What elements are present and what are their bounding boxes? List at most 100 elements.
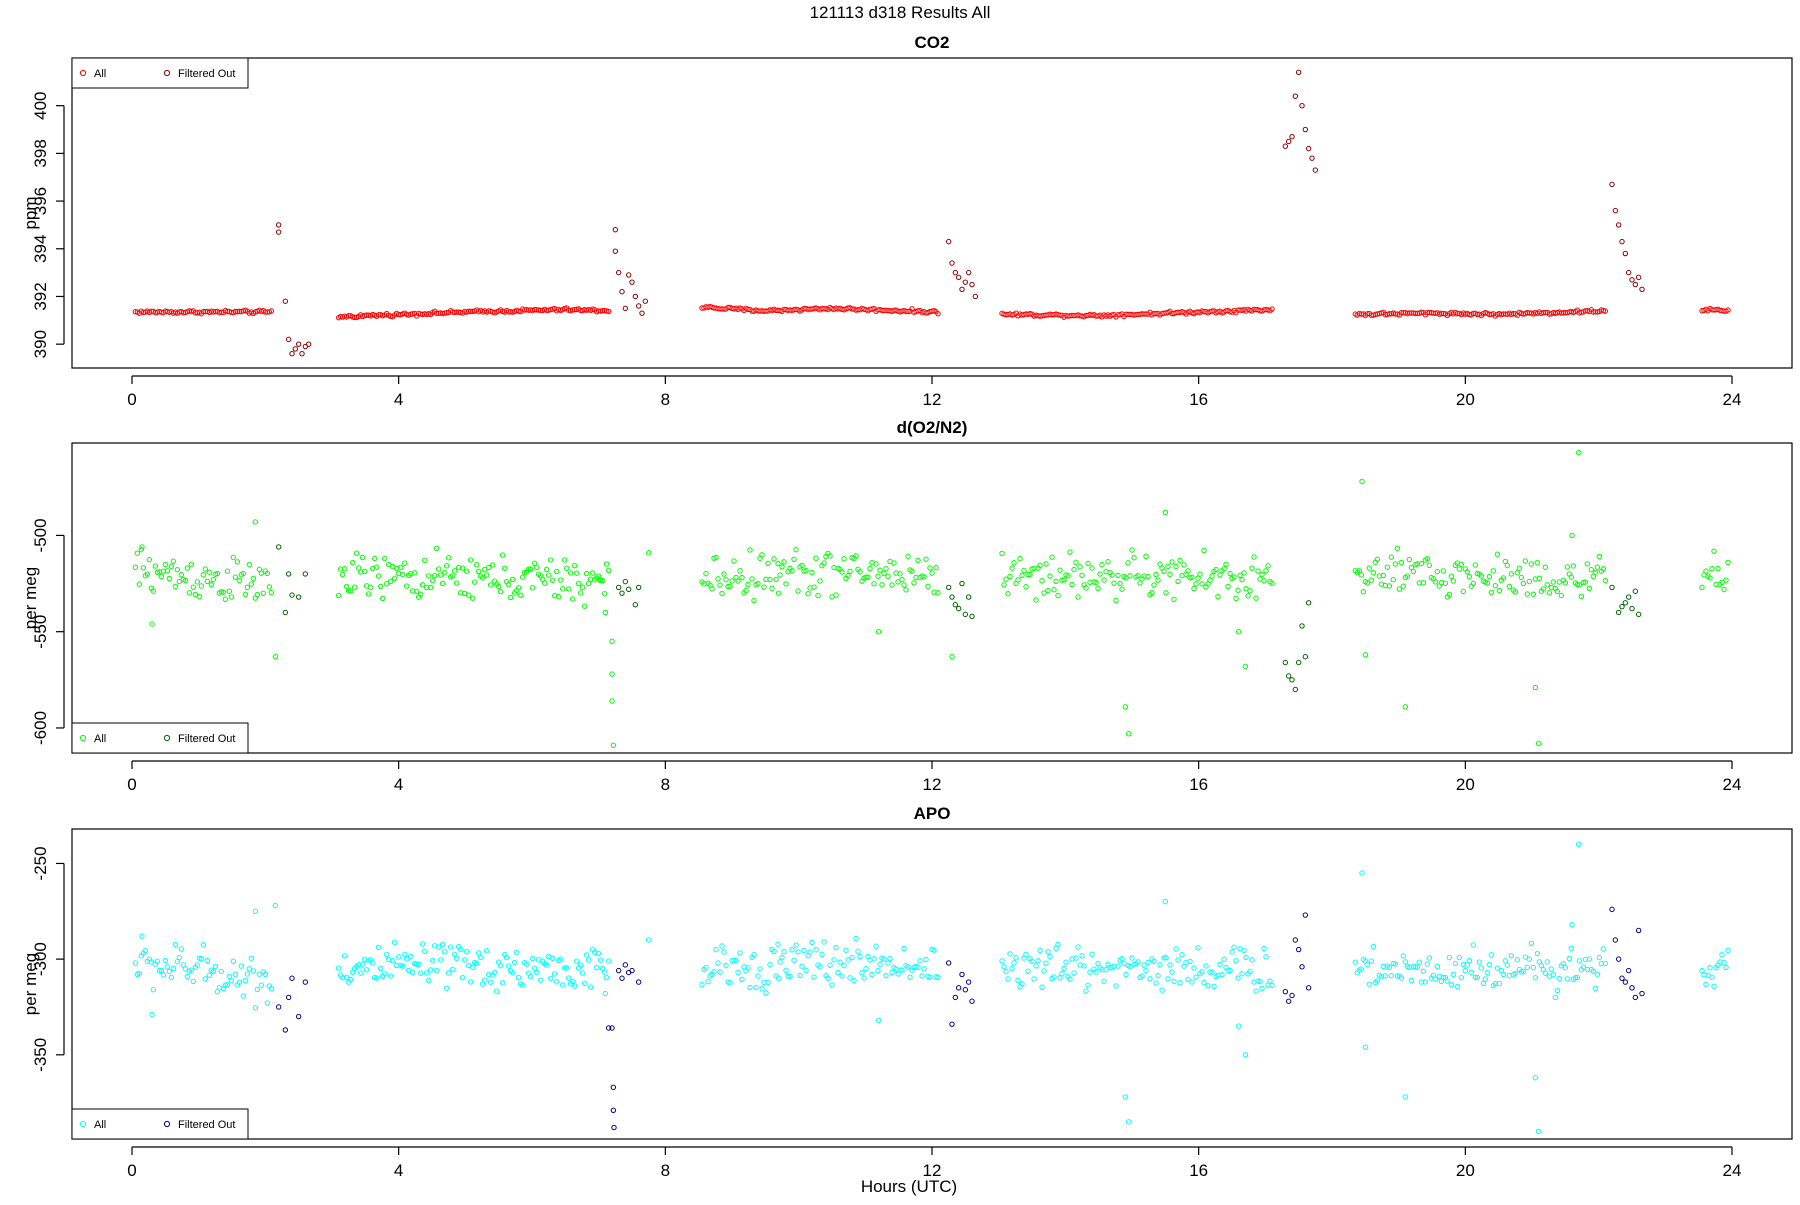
apo-point-all <box>1512 970 1519 977</box>
o2-point-all <box>805 590 811 597</box>
o2-points <box>132 449 1731 748</box>
apo-point-all <box>765 979 771 986</box>
o2-y-axis-label: per meg <box>21 567 40 629</box>
o2-point-all <box>645 550 652 556</box>
apo-point-all <box>601 969 608 975</box>
o2-point-all <box>1105 559 1111 565</box>
co2-x-tick-label: 4 <box>394 390 403 409</box>
o2-point-all <box>1075 594 1081 600</box>
o2-point-filtered <box>282 609 289 616</box>
apo-point-all <box>931 947 937 953</box>
apo-point-all <box>999 958 1005 964</box>
o2-point-all <box>1191 585 1197 592</box>
apo-point-filtered <box>1619 975 1625 981</box>
o2-point-all <box>443 563 450 569</box>
apo-point-all <box>883 972 889 979</box>
apo-point-all <box>801 947 807 953</box>
apo-point-all <box>1145 959 1151 966</box>
o2-point-all <box>264 570 271 577</box>
apo-point-all <box>785 973 791 979</box>
apo-point-all <box>156 967 163 974</box>
apo-point-all <box>218 968 225 975</box>
apo-point-all <box>1709 974 1715 980</box>
apo-point-all <box>493 988 500 994</box>
co2-point-filtered <box>1625 269 1632 276</box>
o2-point-all <box>1227 570 1233 577</box>
apo-point-all <box>561 965 568 971</box>
apo-point-all <box>1548 966 1555 972</box>
o2-point-all <box>1025 571 1031 578</box>
o2-point-all <box>1201 547 1207 554</box>
apo-point-filtered <box>619 975 625 981</box>
o2-point-all <box>1514 570 1521 576</box>
apo-point-all <box>1569 921 1575 928</box>
apo-point-all <box>1207 969 1213 975</box>
o2-point-all <box>254 591 261 598</box>
o2-point-all <box>377 583 384 590</box>
o2-point-all <box>1071 566 1077 573</box>
apo-point-filtered <box>965 979 972 985</box>
o2-point-all <box>529 585 536 591</box>
o2-point-all <box>1508 571 1515 577</box>
o2-y-tick-label: -500 <box>31 518 50 552</box>
o2-point-all <box>1711 548 1717 554</box>
o2-point-all <box>184 565 191 571</box>
apo-point-all <box>158 967 165 974</box>
apo-point-all <box>1211 983 1217 990</box>
o2-point-all <box>134 550 141 556</box>
apo-point-all <box>1426 955 1433 961</box>
o2-point-all <box>463 568 470 574</box>
o2-point-all <box>610 742 617 748</box>
apo-point-filtered <box>289 975 295 981</box>
figure-title: 121113 d318 Results All <box>810 3 991 22</box>
apo-point-all <box>437 957 444 963</box>
o2-point-all <box>1406 556 1413 563</box>
co2-point-filtered <box>1285 138 1292 145</box>
o2-point-all <box>833 592 839 598</box>
apo-point-all <box>182 966 189 972</box>
apo-point-all <box>1001 964 1007 970</box>
apo-point-all <box>149 1011 155 1018</box>
apo-point-all <box>839 973 845 979</box>
apo-point-all <box>1005 976 1011 982</box>
o2-point-all <box>449 573 456 579</box>
o2-point-all <box>1193 581 1199 587</box>
apo-point-all <box>1468 969 1475 976</box>
apo-point-all <box>719 943 725 949</box>
apo-point-all <box>142 947 149 954</box>
o2-point-all <box>188 561 195 567</box>
apo-point-all <box>1115 963 1121 969</box>
apo-point-all <box>1169 969 1175 975</box>
o2-point-all <box>373 564 380 570</box>
apo-point-all <box>1045 949 1051 955</box>
o2-point-all <box>813 555 819 561</box>
co2-point-filtered <box>962 279 969 285</box>
o2-point-all <box>519 574 526 580</box>
o2-point-all <box>1023 584 1029 590</box>
apo-point-all <box>417 970 424 976</box>
o2-point-all <box>725 583 731 590</box>
apo-point-all <box>519 982 526 988</box>
apo-point-all <box>389 958 396 964</box>
apo-point-all <box>335 965 342 971</box>
apo-point-all <box>1520 968 1527 975</box>
co2-y-tick-label: 394 <box>31 235 50 263</box>
apo-point-all <box>453 955 460 962</box>
o2-point-filtered <box>635 584 642 591</box>
apo-point-all <box>1139 973 1145 979</box>
co2-point-all <box>1725 307 1731 313</box>
o2-point-all <box>232 574 239 580</box>
o2-point-all <box>1093 579 1099 586</box>
apo-point-all <box>419 941 426 947</box>
apo-point-all <box>226 973 233 980</box>
apo-point-all <box>1462 968 1469 974</box>
o2-point-all <box>1015 577 1021 583</box>
o2-point-all <box>140 565 147 571</box>
apo-point-all <box>415 961 422 967</box>
o2-point-all <box>1440 568 1447 574</box>
o2-point-all <box>1584 561 1591 567</box>
o2-point-all <box>1127 573 1133 579</box>
o2-point-all <box>371 555 378 562</box>
apo-point-all <box>1193 974 1199 980</box>
